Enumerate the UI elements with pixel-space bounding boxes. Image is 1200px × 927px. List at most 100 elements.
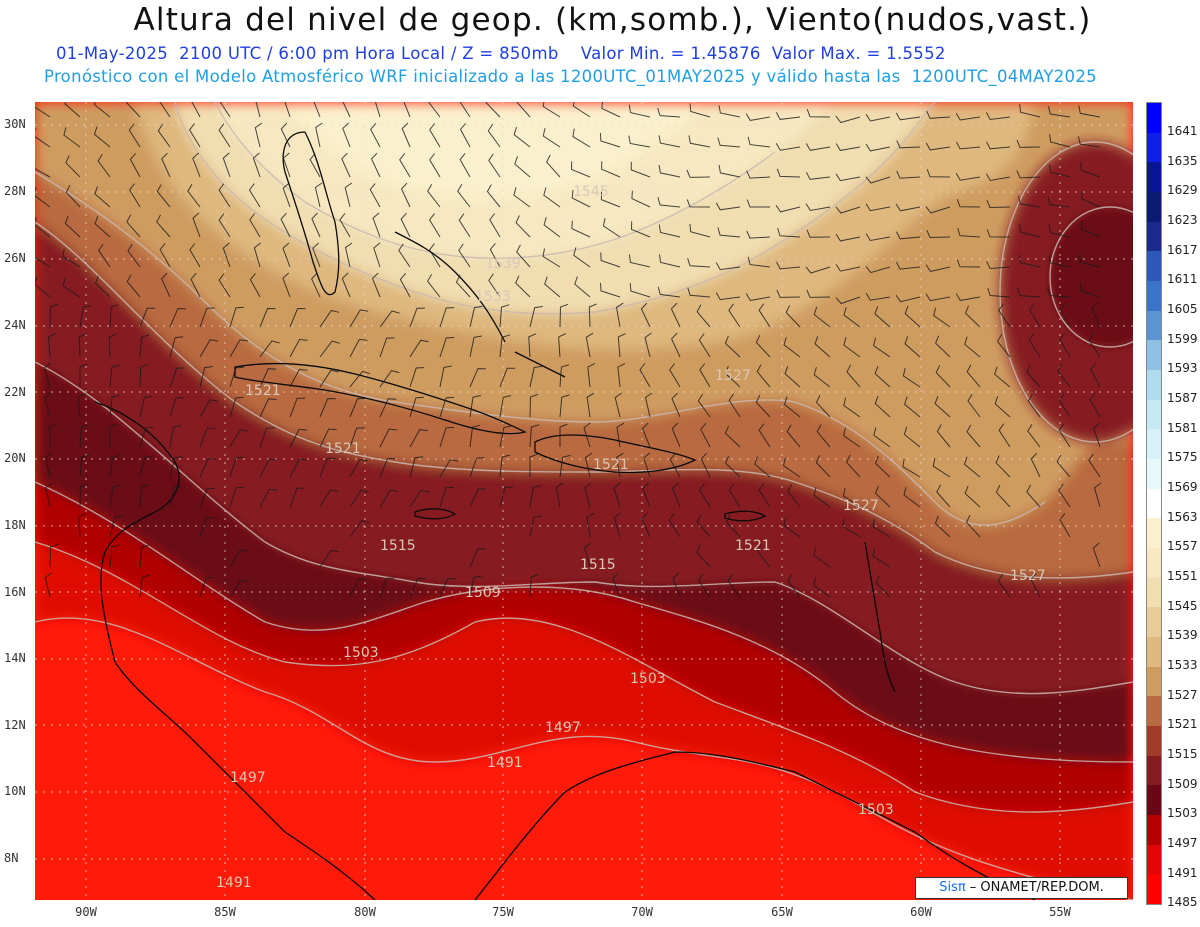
lon-label-85w: 85W (214, 905, 236, 919)
lat-label-10n: 10N (4, 784, 26, 798)
coast-bahamas (394, 231, 566, 378)
contour-label-1545: 1545 (573, 184, 609, 200)
contour-label-1527-c: 1527 (1010, 568, 1046, 584)
lat-label-18n: 18N (4, 518, 26, 532)
colorbar-label: 1611 (1167, 272, 1198, 287)
colorbar-label: 1641 (1167, 123, 1198, 138)
contour-label-1491-b: 1491 (216, 875, 252, 891)
colorbar-swatch (1147, 577, 1161, 608)
colorbar-label: 1635 (1167, 153, 1198, 168)
colorbar-label: 1533 (1167, 657, 1198, 672)
credit-box: Sisπ – ONAMET/REP.DOM. (915, 877, 1128, 899)
contour-label-1515-a: 1515 (380, 538, 416, 554)
lat-label-22n: 22N (4, 385, 26, 399)
colorbar-label: 1551 (1167, 568, 1198, 583)
contour-label-1527: 1527 (715, 368, 751, 384)
contour-label-1509: 1509 (465, 585, 501, 601)
contour-label-1521-c: 1521 (735, 538, 771, 554)
colorbar-swatch (1147, 488, 1161, 519)
lon-label-90w: 90W (75, 905, 97, 919)
colorbar-swatch (1147, 162, 1161, 193)
lat-label-14n: 14N (4, 651, 26, 665)
contour-label-1539: 1539 (485, 256, 521, 272)
contour-label-1521-a: 1521 (325, 441, 361, 457)
lat-label-12n: 12N (4, 718, 26, 732)
colorbar-label: 1527 (1167, 687, 1198, 702)
colorbar-swatch (1147, 103, 1161, 134)
colorbar-swatch (1147, 785, 1161, 816)
colorbar-swatch (1147, 251, 1161, 282)
contour-label-1521-b: 1521 (593, 457, 629, 473)
colorbar-swatch (1147, 755, 1161, 786)
map-subtitle-model: Pronóstico con el Modelo Atmosférico WRF… (44, 67, 1097, 86)
colorbar-swatch (1147, 607, 1161, 638)
contour-label-1503-c: 1503 (858, 802, 894, 818)
colorbar-swatch (1147, 459, 1161, 490)
cell-1509-east (1050, 207, 1133, 347)
colorbar-label: 1629 (1167, 183, 1198, 198)
colorbar-swatch (1147, 726, 1161, 757)
lon-label-60w: 60W (910, 905, 932, 919)
colorbar-label: 1617 (1167, 242, 1198, 257)
colorbar-swatch (1147, 518, 1161, 549)
colorbar-label: 1509 (1167, 776, 1198, 791)
colorbar-swatch (1147, 696, 1161, 727)
coast-jamaica (414, 508, 457, 520)
lon-label-55w: 55W (1049, 905, 1071, 919)
lon-label-80w: 80W (354, 905, 376, 919)
colorbar-swatch (1147, 815, 1161, 846)
credit-text: – ONAMET/REP.DOM. (965, 880, 1104, 895)
coast-yucatan (94, 401, 180, 663)
colorbar-label: 1485 (1167, 895, 1198, 910)
colorbar-label: 1599 (1167, 331, 1198, 346)
colorbar-label: 1563 (1167, 509, 1198, 524)
colorbar-label: 1497 (1167, 835, 1198, 850)
colorbar-swatch (1147, 874, 1161, 905)
colorbar-label: 1569 (1167, 479, 1198, 494)
colorbar-label: 1575 (1167, 450, 1198, 465)
colorbar-swatch (1147, 666, 1161, 697)
coast-florida (282, 131, 340, 296)
map-title: Altura del nivel de geop. (km,somb.), Vi… (133, 2, 1092, 38)
colorbar-swatch (1147, 132, 1161, 163)
lat-label-16n: 16N (4, 585, 26, 599)
lat-label-20n: 20N (4, 451, 26, 465)
colorbar-label: 1581 (1167, 420, 1198, 435)
colorbar-swatch (1147, 370, 1161, 401)
colorbar-swatch (1147, 310, 1161, 341)
colorbar-label: 1593 (1167, 361, 1198, 376)
colorbar-label: 1605 (1167, 301, 1198, 316)
map-subtitle-time: 01-May-2025 2100 UTC / 6:00 pm Hora Loca… (56, 44, 946, 63)
lat-label-8n: 8N (4, 851, 19, 865)
colorbar-label: 1539 (1167, 628, 1198, 643)
coast-hispaniola (534, 434, 697, 474)
coast-central-america (114, 661, 376, 900)
lat-label-24n: 24N (4, 318, 26, 332)
colorbar-label: 1545 (1167, 598, 1198, 613)
colorbar-label: 1587 (1167, 390, 1198, 405)
coast-lesser-antilles (864, 541, 896, 693)
lat-label-26n: 26N (4, 251, 26, 265)
colorbar-swatch (1147, 340, 1161, 371)
contour-label-1497-b: 1497 (230, 770, 266, 786)
lat-label-30n: 30N (4, 117, 26, 131)
colorbar-label: 1515 (1167, 746, 1198, 761)
credit-brand: Sisπ (939, 880, 966, 895)
colorbar (1146, 102, 1162, 905)
contour-label-1521-d: 1521 (245, 383, 281, 399)
colorbar-swatch (1147, 281, 1161, 312)
contour-label-1533: 1533 (475, 289, 511, 305)
colorbar-label: 1623 (1167, 212, 1198, 227)
colorbar-swatch (1147, 399, 1161, 430)
contour-label-1503-b: 1503 (630, 671, 666, 687)
lon-label-65w: 65W (771, 905, 793, 919)
colorbar-swatch (1147, 844, 1161, 875)
geopotential-map: 1545 1539 1533 1527 1521 1521 1521 1521 … (35, 102, 1133, 900)
colorbar-label: 1503 (1167, 806, 1198, 821)
coast-puerto-rico (724, 510, 767, 522)
colorbar-label: 1521 (1167, 717, 1198, 732)
colorbar-swatch (1147, 637, 1161, 668)
contour-label-1497-a: 1497 (545, 720, 581, 736)
colorbar-swatch (1147, 429, 1161, 460)
colorbar-swatch (1147, 548, 1161, 579)
